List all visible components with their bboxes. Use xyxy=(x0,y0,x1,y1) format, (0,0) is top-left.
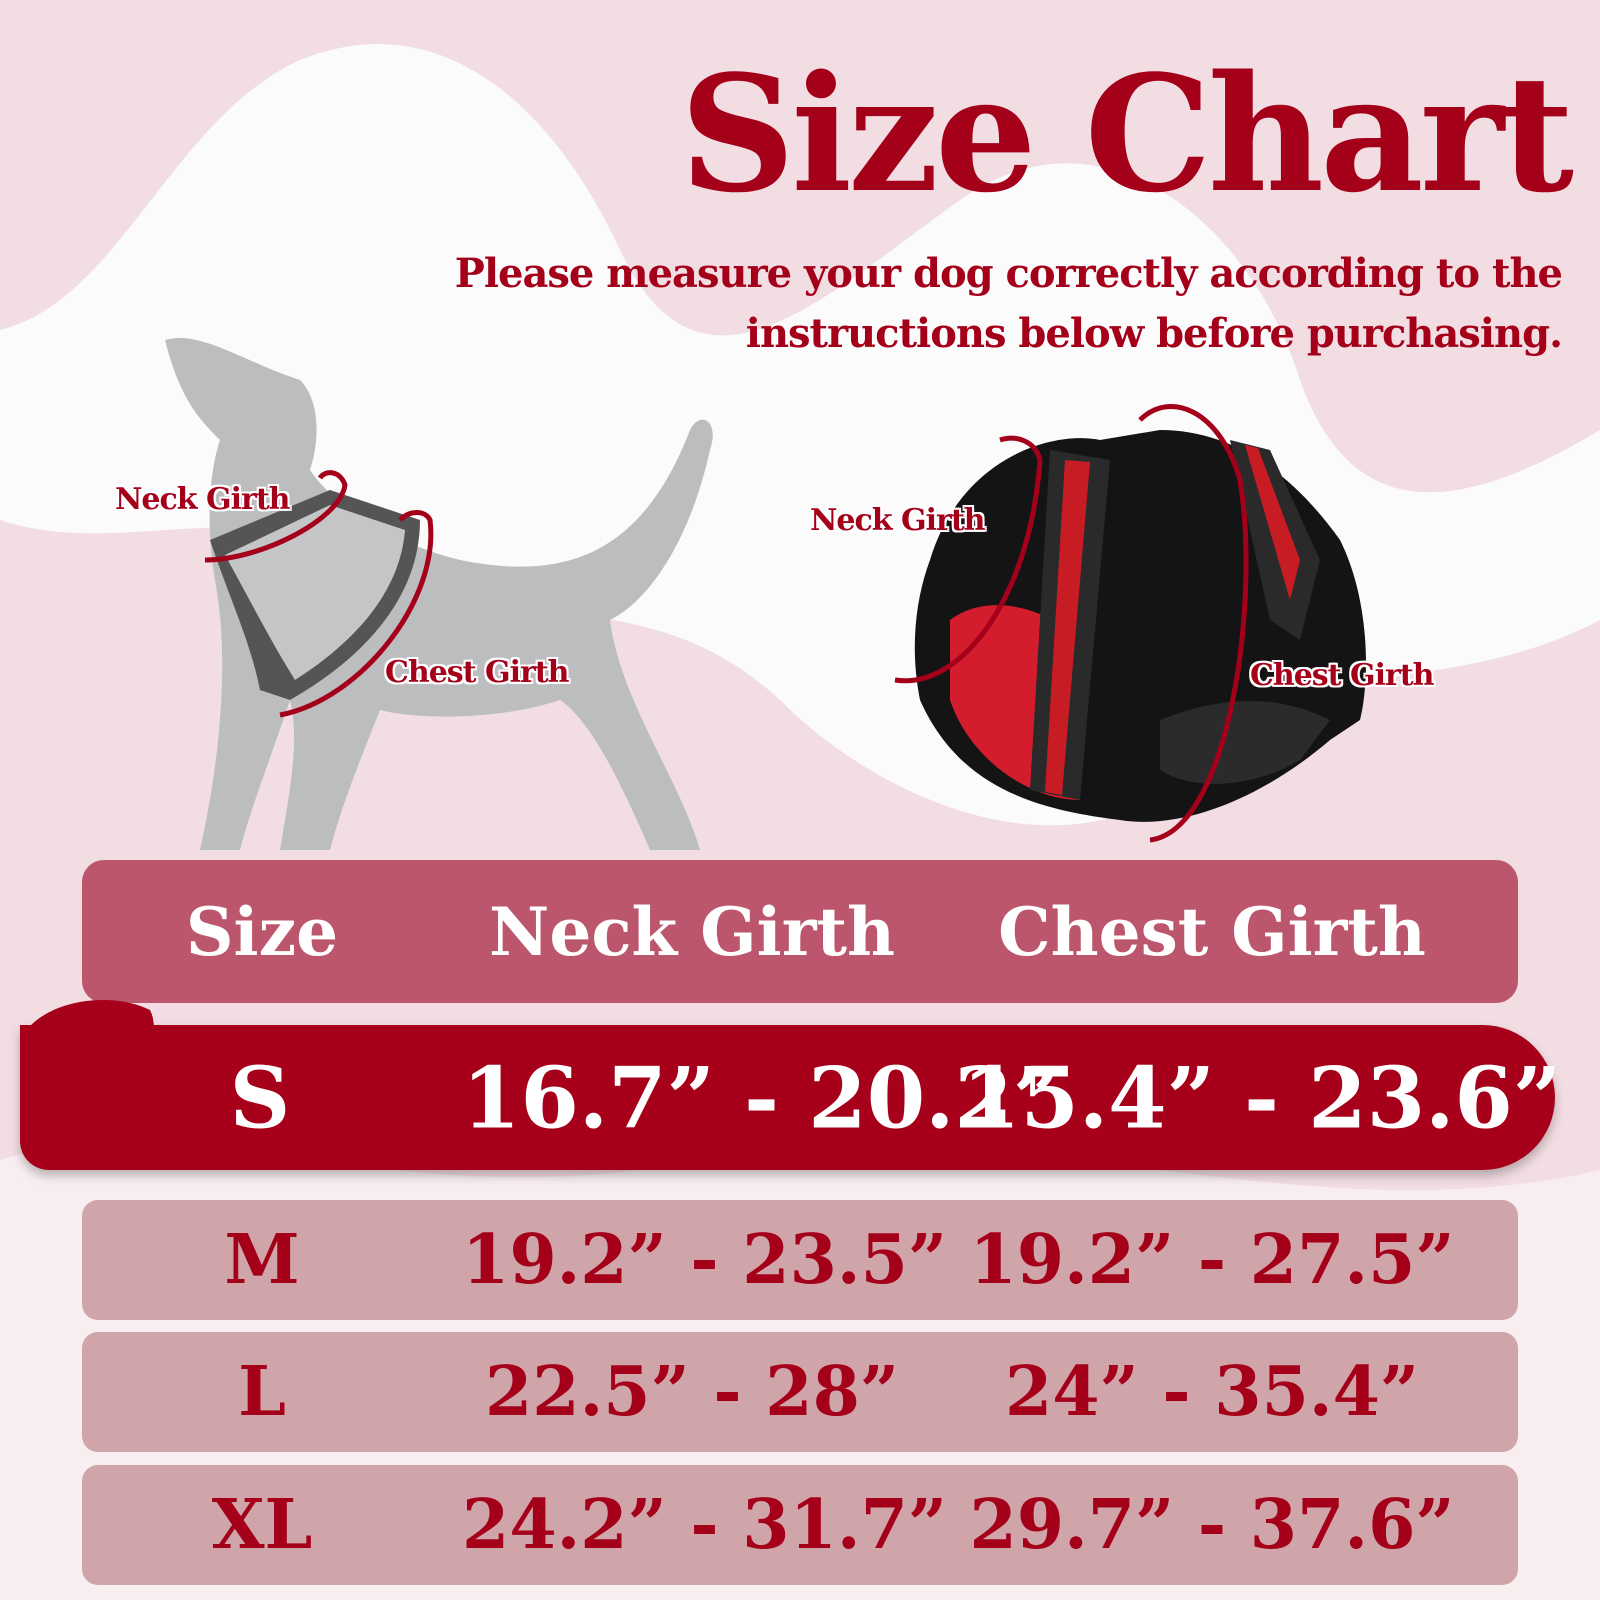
chest-cell: 24” - 35.4” xyxy=(1004,1352,1420,1432)
header-size: Size xyxy=(185,892,339,971)
size-cell: XL xyxy=(211,1485,313,1565)
harness-neck-girth-label: Neck Girth xyxy=(810,503,985,538)
page-title: Size Chart xyxy=(679,40,1574,228)
chest-cell: 19.2” - 27.5” xyxy=(969,1220,1455,1300)
dog-neck-girth-label: Neck Girth xyxy=(115,482,290,517)
table-row-xl: XL 24.2” - 31.7” 29.7” - 37.6” xyxy=(82,1465,1518,1585)
neck-cell: 24.2” - 31.7” xyxy=(462,1485,948,1565)
neck-cell: 16.7” - 20.2” xyxy=(462,1048,1062,1147)
table-row-l: L 22.5” - 28” 24” - 35.4” xyxy=(82,1332,1518,1452)
table-row-s: S 16.7” - 20.2” 15.4” - 23.6” xyxy=(20,1025,1562,1170)
table-row-m: M 19.2” - 23.5” 19.2” - 27.5” xyxy=(82,1200,1518,1320)
dog-chest-girth-label: Chest Girth xyxy=(385,655,569,690)
header-chest-girth: Chest Girth xyxy=(998,892,1426,971)
subtitle-line-2: instructions below before purchasing. xyxy=(745,310,1563,357)
neck-cell: 22.5” - 28” xyxy=(484,1352,900,1432)
chest-cell: 15.4” - 23.6” xyxy=(962,1048,1562,1147)
harness-chest-girth-label: Chest Girth xyxy=(1250,658,1434,693)
subtitle-line-1: Please measure your dog correctly accord… xyxy=(454,250,1563,297)
size-cell: S xyxy=(229,1048,291,1147)
header-neck-girth: Neck Girth xyxy=(489,892,895,971)
size-cell: L xyxy=(238,1352,286,1432)
size-cell: M xyxy=(224,1220,300,1300)
table-header-row: Size Neck Girth Chest Girth xyxy=(82,860,1518,1003)
neck-cell: 19.2” - 23.5” xyxy=(462,1220,948,1300)
chest-cell: 29.7” - 37.6” xyxy=(969,1485,1455,1565)
